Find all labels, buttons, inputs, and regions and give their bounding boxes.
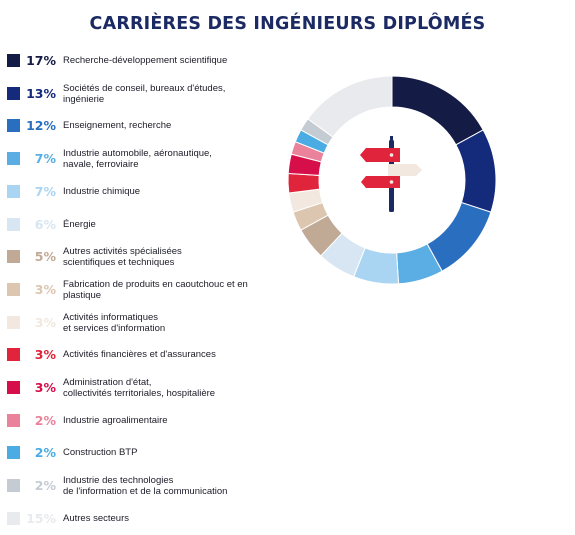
legend-value: 12% [26,118,56,134]
signpost-icon [360,136,422,212]
legend-label: Industrie automobile, aéronautique, nava… [63,148,212,171]
legend-item: 6% Énergie [0,209,290,241]
legend-value: 3% [34,314,56,330]
legend-label: Activités informatiques et services d'in… [63,311,166,334]
legend-label: Industrie des technologies de l'informat… [63,475,228,498]
legend-swatch [7,348,20,362]
legend-value: 3% [34,347,56,363]
legend-label: Énergie [63,218,96,230]
legend-swatch [7,413,20,427]
legend-value: 3% [34,380,56,395]
legend-item: 2% Industrie des technologies de l'inform… [0,470,290,502]
legend-value: 7% [34,151,56,167]
legend-value: 2% [34,478,56,494]
legend-swatch [7,479,20,493]
legend-label: Industrie chimique [63,185,141,197]
legend-item: 3% Activités financières et d'assurances [0,339,290,371]
legend-value: 15% [26,510,56,526]
legend-item: 2% Construction BTP [0,437,290,469]
legend-swatch [7,184,20,198]
legend-label: Autres secteurs [63,512,129,524]
legend-swatch [7,250,20,264]
legend-swatch [7,54,20,67]
donut-slice [287,172,321,194]
legend-item: 3% Fabrication de produits en caoutchouc … [0,274,290,306]
legend-value: 7% [34,183,56,199]
legend-value: 2% [34,445,56,461]
legend-item: 2% Industrie agroalimentaire [0,405,290,437]
legend-item: 7% Industrie chimique [0,176,290,208]
legend-swatch [7,217,20,231]
legend-value: 17% [26,53,56,68]
chart-title: CARRIÈRES DES INGÉNIEURS DIPLÔMÉS [89,14,486,34]
legend-swatch [7,315,20,329]
chart-legend: 17% Recherche-développement scientifique 1… [0,0,290,526]
legend-item: 7% Industrie automobile, aéronautique, na… [0,143,290,175]
legend-label: Autres activités spécialisées scientifiq… [63,246,182,269]
legend-swatch [7,282,20,296]
legend-label: Construction BTP [63,447,138,459]
legend-item: 3% Activités informatiques et services d'… [0,307,290,339]
donut-chart [287,75,497,285]
legend-label: Enseignement, recherche [63,120,172,132]
legend-label: Industrie agroalimentaire [63,414,168,426]
legend-value: 3% [34,281,56,297]
donut-slice [307,75,393,138]
legend-value: 13% [26,85,56,101]
legend-item: 15% Autres secteurs [0,503,290,535]
legend-swatch [7,381,20,394]
legend-value: 6% [34,216,56,232]
donut-slice [455,129,497,213]
legend-item: 17% Recherche-développement scientifique [0,45,290,77]
legend-label: Administration d'état, collectivités ter… [63,377,216,399]
legend-swatch [7,119,20,133]
legend-swatch [7,446,20,460]
legend-label: Sociétés de conseil, bureaux d'études, i… [63,82,226,105]
legend-item: 3% Administration d'état, collectivités t… [0,372,290,404]
legend-item: 12% Enseignement, recherche [0,110,290,142]
legend-item: 5% Autres activités spécialisées scientif… [0,241,290,273]
legend-label: Recherche-développement scientifique [63,55,228,66]
legend-value: 5% [34,249,56,265]
legend-item: 13% Sociétés de conseil, bureaux d'études… [0,78,290,110]
legend-value: 2% [34,412,56,428]
donut-slice [391,75,484,146]
legend-label: Fabrication de produits en caoutchouc et… [63,278,248,301]
legend-label: Activités financières et d'assurances [63,349,216,361]
legend-swatch [7,511,20,525]
legend-swatch [7,86,20,100]
legend-swatch [7,152,20,166]
